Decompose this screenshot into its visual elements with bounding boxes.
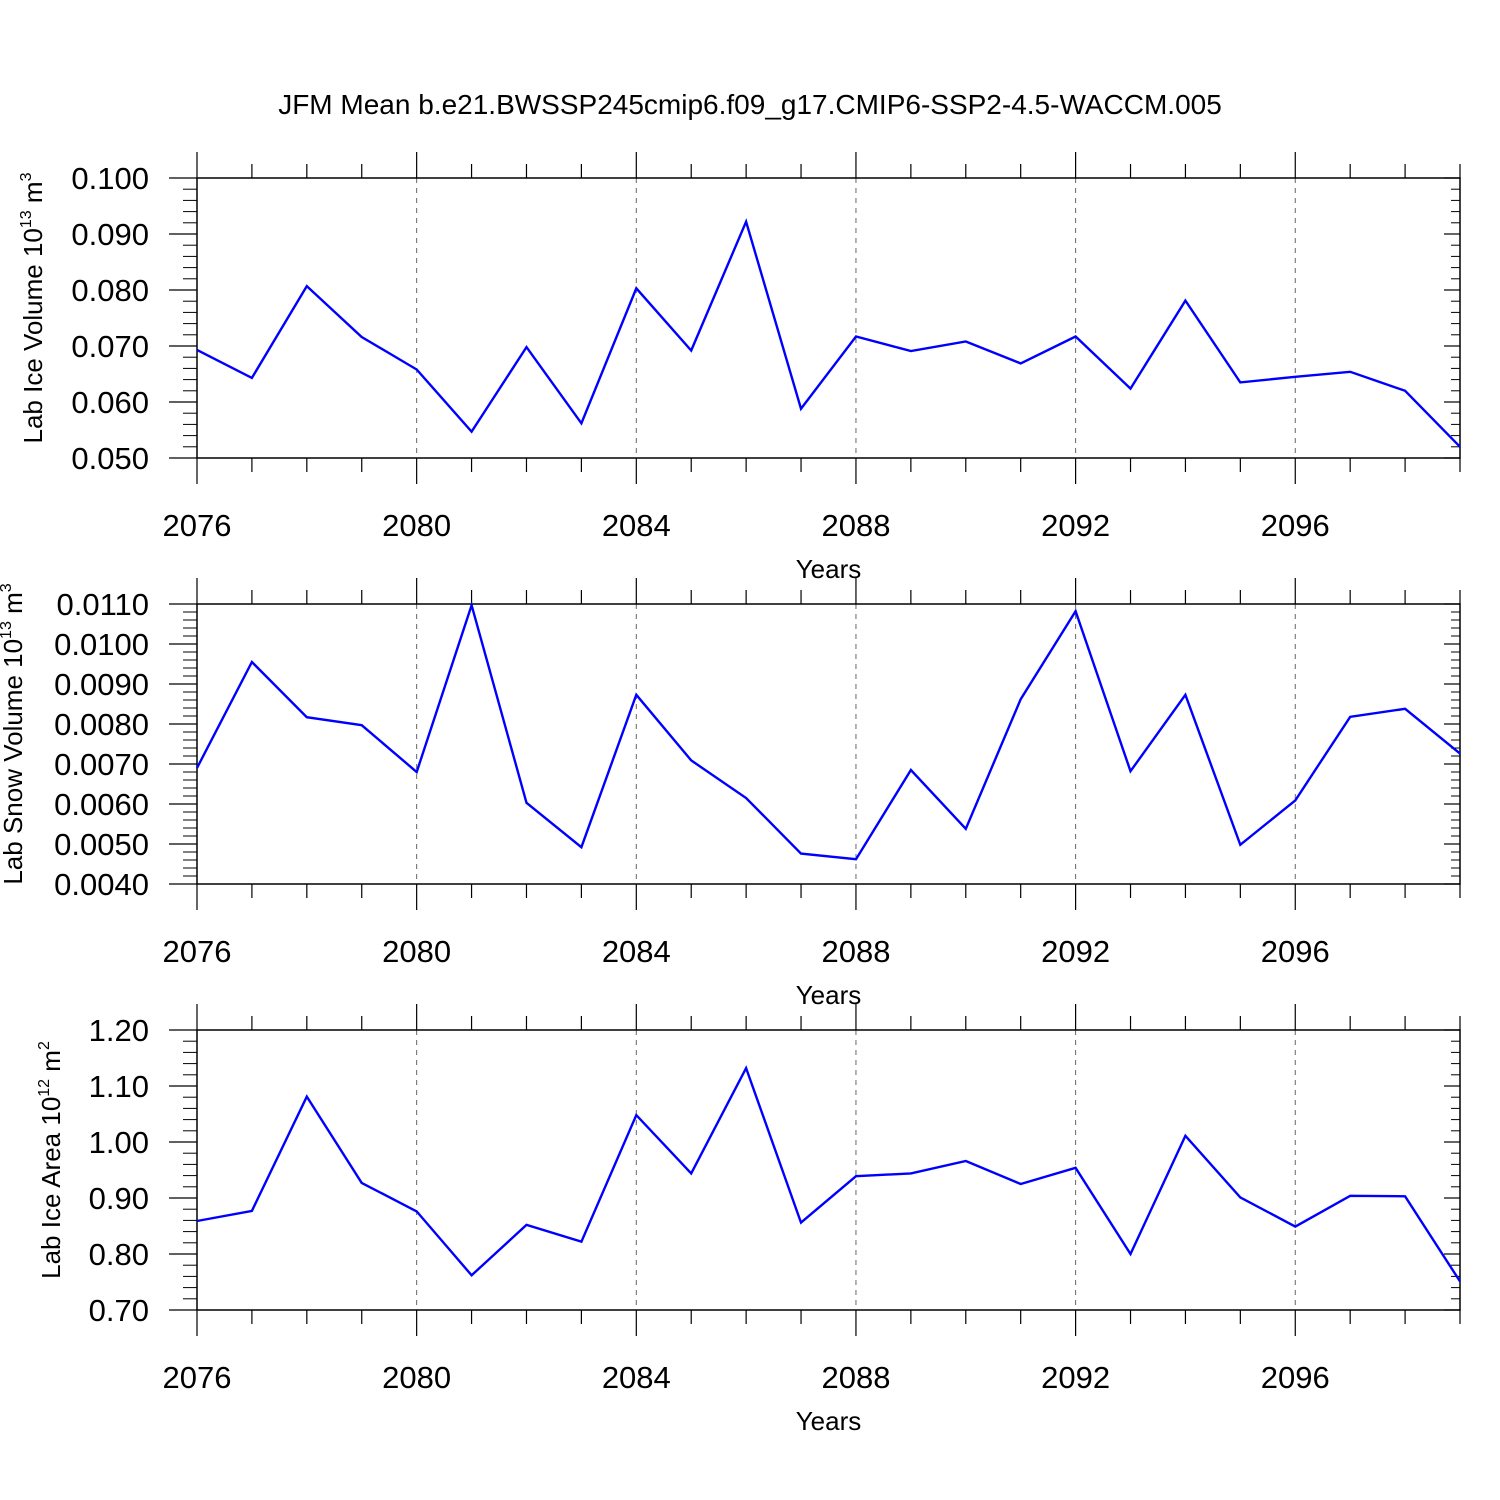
x-tick-label: 2084 — [602, 934, 671, 969]
x-tick-label: 2088 — [821, 508, 890, 543]
x-tick-label: 2096 — [1261, 1360, 1330, 1395]
chart-panel-3: 2076 2080 2084 2088 2092 2096 0.70 0.80 0.90 1.00… — [36, 1004, 1462, 1436]
y-tick-label: 0.0110 — [56, 587, 149, 622]
plot-frame — [196, 177, 1461, 459]
x-tick-label: 2076 — [163, 1360, 232, 1395]
x-tick-label: 2092 — [1041, 1360, 1110, 1395]
y-tick-label: 0.0070 — [54, 747, 149, 782]
x-axis-title: Years — [796, 554, 862, 584]
x-tick-label: 2076 — [163, 508, 232, 543]
series-line-1 — [195, 601, 1461, 861]
x-tick-label: 2096 — [1261, 934, 1330, 969]
chart-title: JFM Mean b.e21.BWSSP245cmip6.f09_g17.CMI… — [278, 89, 1222, 120]
x-axis-title: Years — [796, 1406, 862, 1436]
y-tick-label: 0.080 — [71, 273, 149, 308]
y-tick-label: 1.00 — [89, 1125, 149, 1160]
plot-frame — [196, 1029, 1461, 1311]
y-tick-label: 0.0100 — [54, 627, 149, 662]
y-tick-label: 0.70 — [89, 1293, 149, 1328]
y-tick-label: 0.0090 — [54, 667, 149, 702]
y-tick-label: 1.20 — [89, 1013, 149, 1048]
x-tick-label: 2088 — [821, 1360, 890, 1395]
x-tick-label: 2084 — [602, 508, 671, 543]
x-tick-label: 2092 — [1041, 934, 1110, 969]
x-tick-label: 2080 — [382, 934, 451, 969]
y-tick-label: 0.050 — [71, 441, 149, 476]
y-tick-label: 0.0080 — [54, 707, 149, 742]
x-tick-label: 2088 — [821, 934, 890, 969]
y-tick-label: 0.0040 — [54, 867, 149, 902]
y-tick-label: 0.060 — [71, 385, 149, 420]
chart-panel-2: 2076 2080 2084 2088 2092 2096 0.0040 0.0050 0.00… — [0, 578, 1461, 1010]
y-tick-label: 0.070 — [71, 329, 149, 364]
y-tick-label: 0.0050 — [54, 827, 149, 862]
y-tick-label: 0.0060 — [54, 787, 149, 822]
x-tick-label: 2092 — [1041, 508, 1110, 543]
y-axis-title: Lab Ice Volume 1013 m3 — [18, 172, 48, 443]
series-line-1 — [196, 218, 1461, 448]
x-tick-label: 2096 — [1261, 508, 1330, 543]
series-line-1 — [196, 1065, 1462, 1283]
x-tick-label: 2080 — [382, 508, 451, 543]
x-tick-label: 2080 — [382, 1360, 451, 1395]
x-tick-label: 2084 — [602, 1360, 671, 1395]
chart-panel-1: 2076 2080 2084 2088 2092 2096 0.050 0.060 0.070 0… — [18, 152, 1461, 584]
y-tick-label: 0.100 — [71, 161, 149, 196]
y-axis-title: Lab Snow Volume 1013 m3 — [0, 583, 28, 884]
y-tick-label: 1.10 — [89, 1069, 149, 1104]
y-tick-label: 0.80 — [89, 1237, 149, 1272]
x-axis-title: Years — [796, 980, 862, 1010]
plot-frame — [196, 603, 1461, 885]
x-tick-label: 2076 — [163, 934, 232, 969]
y-axis-title: Lab Ice Area 1012 m2 — [36, 1041, 66, 1279]
y-tick-label: 0.90 — [89, 1181, 149, 1216]
y-tick-label: 0.090 — [71, 217, 149, 252]
